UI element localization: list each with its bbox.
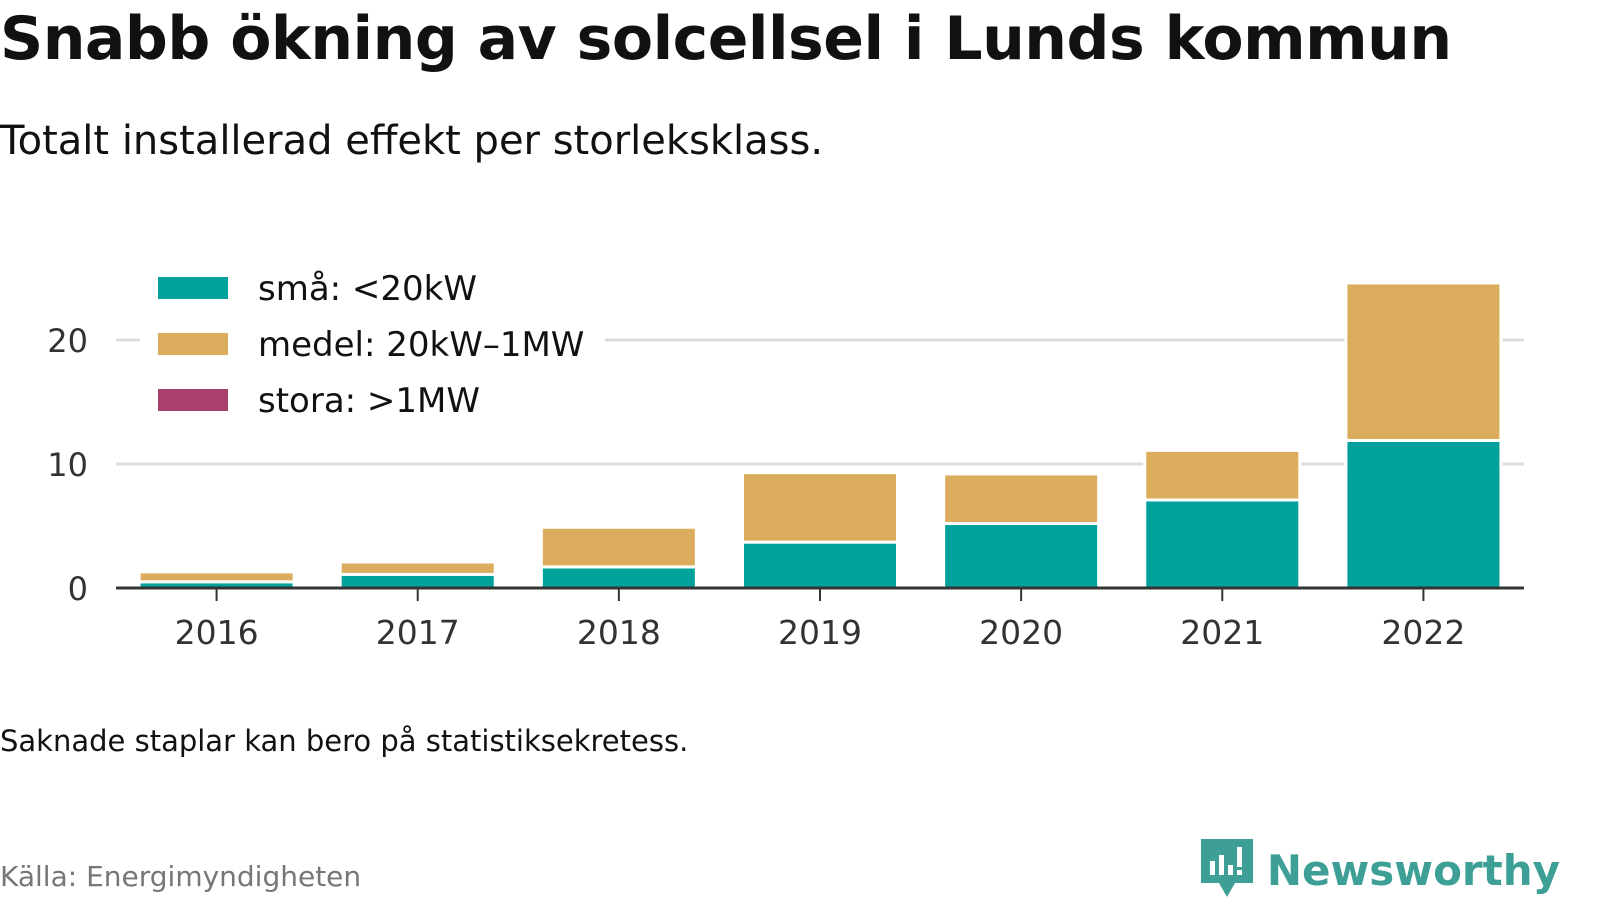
brand-name: Newsworthy [1266, 845, 1560, 895]
legend-swatch [158, 333, 228, 355]
bar-layer [137, 281, 1503, 590]
legend-swatch [158, 389, 228, 411]
bar-segment-0 [338, 572, 497, 590]
x-tick-label: 2022 [1381, 613, 1465, 652]
x-tick-label: 2017 [376, 613, 460, 652]
brand-logo[interactable]: Newsworthy [1200, 839, 1560, 900]
x-tick-label: 2021 [1180, 613, 1264, 652]
axis-layer: 0 10 20 2016 2017 2018 2019 2020 2021 2022 [47, 322, 1524, 652]
x-tick-label: 2020 [979, 613, 1063, 652]
stacked-bar-chart: 0 10 20 2016 2017 2018 2019 2020 2021 2022 små: <… [47, 260, 1524, 652]
bar-segment-0 [1344, 438, 1503, 590]
legend-label: medel: 20kW–1MW [258, 325, 584, 365]
legend-swatch [158, 277, 228, 299]
legend-layer: små: <20kW medel: 20kW–1MW stora: >1MW [140, 260, 605, 432]
source-credit: Källa: Energimyndigheten [0, 860, 362, 893]
y-tick-label: 20 [47, 322, 88, 360]
bar-segment-0 [1143, 498, 1302, 590]
bar-segment-0 [539, 565, 698, 590]
footnote: Saknade staplar kan bero på statistiksek… [0, 724, 689, 758]
x-tick-label: 2019 [778, 613, 862, 652]
bar-segment-1 [137, 570, 296, 584]
bar-segment-1 [942, 472, 1101, 526]
bar-segment-1 [1143, 448, 1302, 502]
bar-segment-1 [741, 471, 899, 544]
bar-segment-0 [942, 522, 1101, 590]
page-title: Snabb ökning av solcellsel i Lunds kommu… [0, 4, 1452, 74]
legend-label: små: <20kW [258, 269, 477, 309]
bar-segment-1 [539, 525, 698, 569]
page-subtitle: Totalt installerad effekt per storlekskl… [0, 118, 824, 164]
bar-segment-1 [1344, 281, 1503, 442]
x-tick-label: 2016 [175, 613, 259, 652]
y-tick-label: 0 [68, 570, 88, 608]
legend-label: stora: >1MW [258, 381, 480, 421]
bar-segment-1 [338, 560, 497, 576]
bar-segment-0 [741, 540, 899, 590]
x-tick-label: 2018 [577, 613, 661, 652]
y-tick-label: 10 [47, 446, 88, 484]
newsworthy-logo-icon [1200, 839, 1253, 897]
